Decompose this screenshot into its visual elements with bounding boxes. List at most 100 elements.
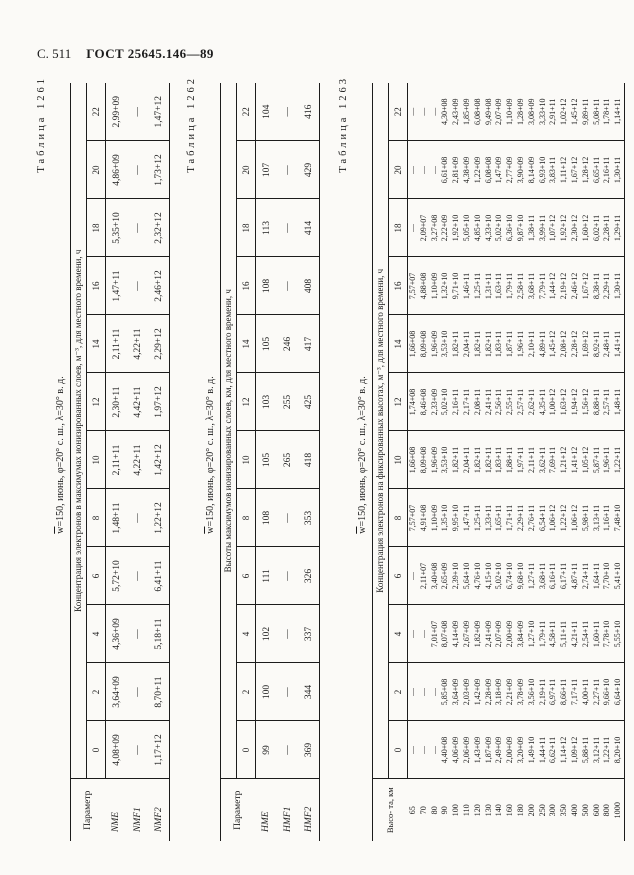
value-cell: — (429, 141, 441, 199)
hour-col-header: 6 (86, 547, 106, 605)
value-cell: — (418, 663, 430, 721)
value-cell: — (277, 489, 298, 547)
value-cell: 1,00+12 (548, 373, 560, 431)
table-row: 250 1,44+11 2,19+11 1,79+11 3,68+11 6,54+11 3,… (537, 83, 549, 841)
table-row: 400 1,09+12 7,17+11 4,21+11 4,87+11 1,06+12 1,… (569, 83, 581, 841)
gost-number-label: ГОСТ 25645.146—89 (86, 46, 214, 61)
value-cell: 1,21+12 (559, 431, 570, 489)
value-cell: 2,33+09 (429, 373, 441, 431)
value-cell: 2,09+07 (418, 199, 430, 257)
value-cell: 3,78+09 (515, 663, 527, 721)
row-label: HME (261, 811, 272, 832)
value-cell: 1,11+12 (559, 141, 570, 199)
value-cell: 1,14+11 (613, 83, 625, 141)
value-cell: 105 (255, 431, 277, 489)
value-cell: 1,63+11 (494, 257, 506, 315)
value-cell: 2,32+12 (148, 199, 170, 257)
value-cell: 2,03+09 (461, 663, 473, 721)
value-cell: 2,27+11 (591, 663, 603, 721)
value-cell: 3,53+10 (440, 431, 452, 489)
spanning-title: Концентрация электронов на фиксированных… (372, 83, 389, 779)
value-cell: 3,90+09 (515, 141, 527, 199)
value-cell: 6,17+11 (559, 547, 570, 605)
param-column-header: Параметр (220, 779, 256, 841)
value-cell: 369 (298, 721, 320, 779)
value-cell: 265 (277, 431, 298, 489)
value-cell: 3,40+08 (429, 547, 441, 605)
value-cell: 8,92+11 (591, 315, 603, 373)
table-1261: Параметр Концентрация электронов в максим… (70, 82, 170, 841)
table-1263-subtitle: w=150, июнь, φ=20° с. ш., λ=30° в. д. (357, 64, 368, 846)
value-cell: 107 (255, 141, 277, 199)
value-cell: 7,79+11 (537, 257, 549, 315)
value-cell: 3,68+11 (526, 257, 538, 315)
conditions-text: =150, июнь, φ=20° с. ш., λ=30° в. д. (357, 376, 368, 527)
value-cell: 1,82+09 (472, 605, 484, 663)
value-cell: 1,83+11 (494, 315, 506, 373)
value-cell: 104 (255, 82, 277, 141)
page-header: С. 511 ГОСТ 25645.146—89 (37, 46, 214, 62)
value-cell: 4,89+11 (537, 315, 549, 373)
table-row: HMF2 369 344 337 326 353 418 425 417 408 414 429 416 (298, 82, 320, 841)
value-cell: — (407, 199, 419, 257)
value-cell: 5,02+10 (494, 547, 506, 605)
value-cell: 1,43+09 (472, 721, 484, 779)
hour-col-header: 0 (236, 721, 256, 779)
value-cell: 8,66+11 (559, 663, 570, 721)
row-label: 400 (569, 804, 579, 817)
hour-col-header: 12 (236, 373, 256, 431)
value-cell: 1,69+12 (580, 315, 592, 373)
row-label: 65 (407, 806, 417, 815)
value-cell: 7,69+11 (548, 431, 560, 489)
value-cell: 108 (255, 257, 277, 315)
value-cell: 8,20+10 (613, 721, 625, 779)
value-cell: 1,35+10 (440, 489, 452, 547)
value-cell: 5,02+10 (440, 373, 452, 431)
hour-col-header: 8 (388, 489, 408, 547)
value-cell: 1,96+11 (602, 431, 614, 489)
value-cell: 2,46+12 (569, 257, 581, 315)
hour-col-header: 10 (388, 431, 408, 489)
row-label: 90 (440, 806, 450, 815)
value-cell: 1,02+12 (559, 83, 570, 141)
value-cell: 1,32+10 (440, 257, 452, 315)
value-cell: 1,25+11 (472, 257, 484, 315)
value-cell: 2,19+12 (559, 257, 570, 315)
value-cell: 2,54+11 (580, 605, 592, 663)
hour-col-header: 16 (236, 257, 256, 315)
hour-col-header: 16 (86, 257, 106, 315)
table-1261-section: Таблица 1261 w=150, июнь, φ=20° с. ш., λ… (34, 64, 184, 846)
hour-col-header: 0 (388, 721, 408, 779)
value-cell: 3,12+11 (591, 721, 603, 779)
value-cell: 3,33+10 (537, 83, 549, 141)
row-label: NMF1 (132, 807, 143, 832)
value-cell: 417 (298, 315, 320, 373)
value-cell: 6,65+11 (591, 141, 603, 199)
value-cell: 1,74+08 (407, 373, 419, 431)
value-cell: 1,10+09 (505, 83, 516, 141)
value-cell: 1,49+10 (526, 721, 538, 779)
value-cell: 2,16+11 (602, 141, 614, 199)
value-cell: 1,78+11 (602, 83, 614, 141)
value-cell: 2,91+11 (548, 83, 560, 141)
value-cell: 1,30+11 (613, 141, 625, 199)
value-cell: 3,27+08 (429, 199, 441, 257)
value-cell: 1,38+11 (526, 199, 538, 257)
value-cell: 8,70+11 (148, 663, 170, 721)
value-cell: 1,25+11 (472, 489, 484, 547)
value-cell: 8,38+11 (591, 257, 603, 315)
value-cell: — (127, 257, 148, 315)
value-cell: 1,85+09 (461, 83, 473, 141)
row-label: HMF2 (303, 806, 314, 832)
value-cell: — (277, 721, 298, 779)
value-cell: — (127, 489, 148, 547)
value-cell: 1,30+11 (613, 257, 625, 315)
value-cell: 1,83+11 (494, 431, 506, 489)
value-cell: — (418, 605, 430, 663)
value-cell: 1,73+12 (148, 141, 170, 199)
table-row: 300 6,62+11 6,97+11 4,58+11 6,16+11 1,06+12 7,… (548, 83, 560, 841)
hour-col-header: 6 (388, 547, 408, 605)
table-row: 160 2,00+09 2,21+09 2,00+09 6,74+10 1,71+11 1,… (505, 83, 516, 841)
hour-col-header: 20 (388, 141, 408, 199)
value-cell: 4,33+10 (483, 199, 495, 257)
